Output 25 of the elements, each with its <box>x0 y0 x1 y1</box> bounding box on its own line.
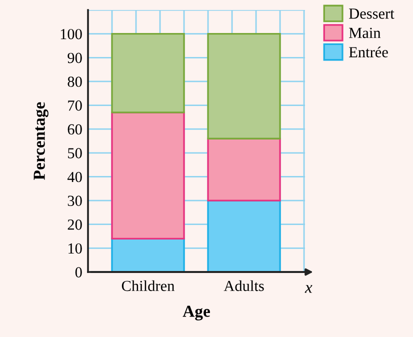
y-tick-label: 10 <box>68 243 82 254</box>
legend-label: Dessert <box>349 8 394 19</box>
legend-label: Main <box>349 28 381 38</box>
x-axis-title: Age <box>182 306 210 320</box>
y-tick-label: 20 <box>68 220 82 230</box>
bar <box>111 238 185 272</box>
y-tick-label: 70 <box>68 100 82 111</box>
bar <box>207 200 281 272</box>
y-axis-title: Percentage <box>34 102 48 180</box>
x-tick-label: Adults <box>224 280 264 292</box>
bar <box>111 112 185 240</box>
y-tick-label: 0 <box>75 267 82 278</box>
bar <box>207 138 281 202</box>
bar <box>207 32 281 140</box>
legend-label: Entrée <box>349 46 388 58</box>
y-tick-label: 50 <box>68 148 82 158</box>
y-tick-label: 30 <box>68 196 82 206</box>
text: x <box>304 285 312 293</box>
y-tick-label: 40 <box>67 172 82 182</box>
y-tick-label: 90 <box>68 52 82 64</box>
y-tick-label: 60 <box>68 124 82 135</box>
y-tick-label: 80 <box>68 76 82 87</box>
y-tick-label: 100 <box>60 28 82 40</box>
bar <box>111 32 185 114</box>
x-tick-label: Children <box>122 280 175 292</box>
